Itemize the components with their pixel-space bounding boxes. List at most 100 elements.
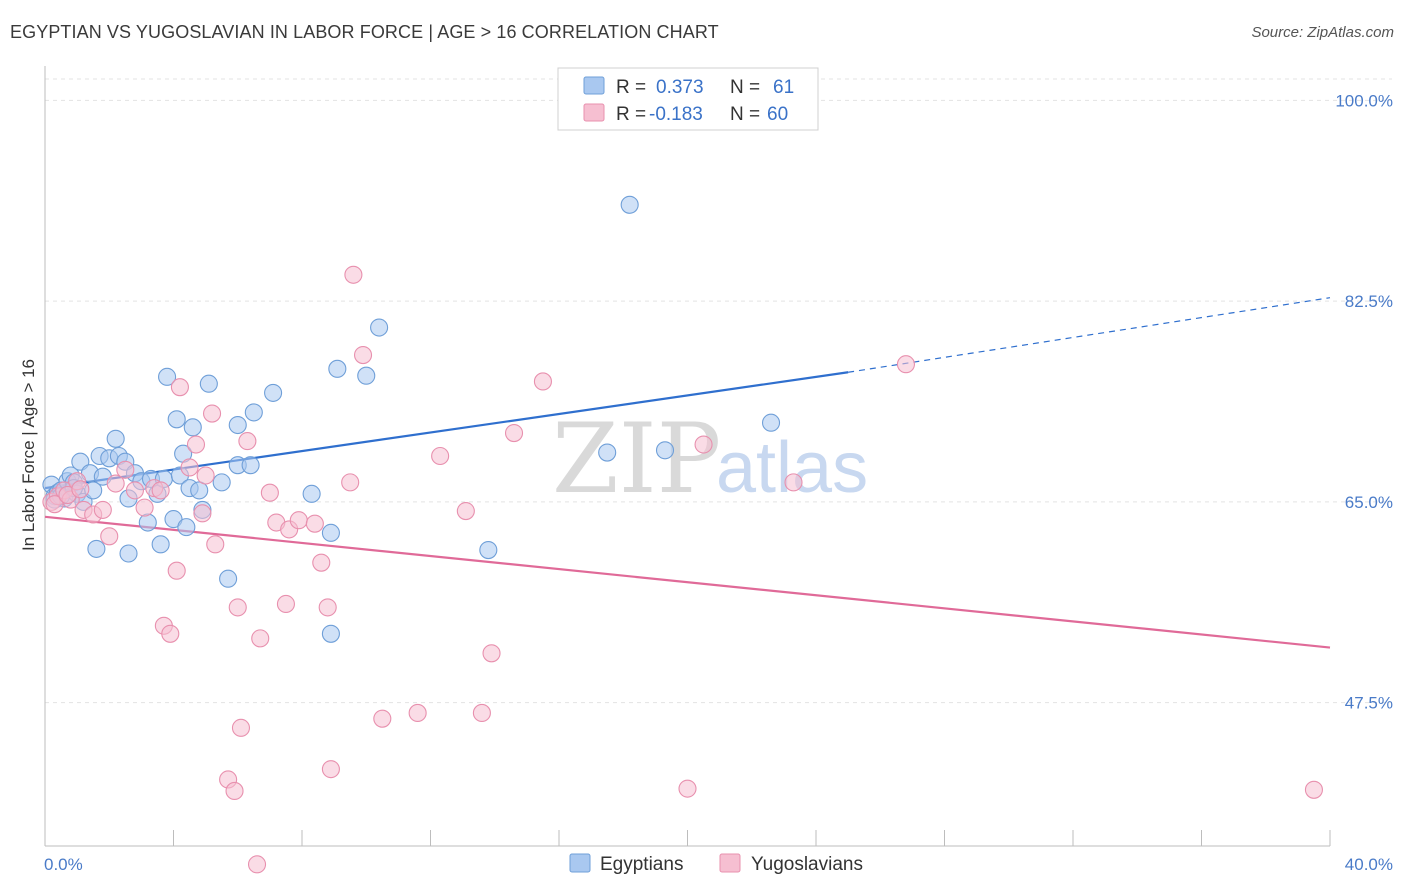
axes <box>44 66 1331 847</box>
bottom-legend-label: Yugoslavians <box>751 854 863 875</box>
x-tick-labels: 0.0% 40.0% <box>44 855 1393 874</box>
point-egyptians <box>321 624 340 643</box>
point-yugoslavians <box>318 598 337 617</box>
point-egyptians <box>138 513 157 532</box>
legend-swatch-egyptians <box>583 76 605 95</box>
point-egyptians <box>302 484 321 503</box>
point-egyptians <box>183 418 202 437</box>
point-yugoslavians <box>100 527 119 546</box>
point-egyptians <box>119 544 138 563</box>
point-yugoslavians <box>321 760 340 779</box>
watermark-zip: ZIP <box>552 403 721 515</box>
bottom-legend-swatch-yugoslavians <box>719 853 741 873</box>
point-yugoslavians <box>784 473 803 492</box>
point-yugoslavians <box>228 598 247 617</box>
point-egyptians <box>167 410 186 429</box>
y-tick-label: 100.0% <box>1335 91 1393 110</box>
point-yugoslavians <box>71 480 90 499</box>
point-egyptians <box>177 518 196 537</box>
point-yugoslavians <box>251 629 270 648</box>
point-yugoslavians <box>678 779 697 798</box>
legend-r-label: R = <box>616 77 646 98</box>
point-yugoslavians <box>533 372 552 391</box>
trend-line-egyptians-projection <box>848 297 1331 373</box>
point-egyptians <box>106 429 125 448</box>
point-yugoslavians <box>276 594 295 614</box>
point-egyptians <box>655 441 675 460</box>
point-egyptians <box>151 535 170 554</box>
point-yugoslavians <box>247 855 267 874</box>
point-yugoslavians <box>373 709 392 728</box>
data-points <box>42 195 1323 874</box>
point-yugoslavians <box>193 504 212 523</box>
y-tick-label: 65.0% <box>1345 493 1393 512</box>
series-legend: Egyptians Yugoslavians <box>569 853 863 875</box>
point-yugoslavians <box>125 481 144 500</box>
point-yugoslavians <box>238 432 257 451</box>
point-egyptians <box>264 383 283 402</box>
point-yugoslavians <box>231 718 251 737</box>
legend-r-label: R = <box>616 104 646 125</box>
point-egyptians <box>244 403 263 422</box>
point-yugoslavians <box>151 481 170 500</box>
legend-n-label: N = <box>730 77 760 98</box>
point-egyptians <box>598 443 617 462</box>
point-egyptians <box>158 367 177 386</box>
legend-r-value: 0.373 <box>656 77 704 98</box>
point-yugoslavians <box>186 435 206 454</box>
point-egyptians <box>199 374 218 393</box>
point-yugoslavians <box>106 474 125 493</box>
chart-title: EGYPTIAN VS YUGOSLAVIAN IN LABOR FORCE |… <box>10 22 719 42</box>
point-yugoslavians <box>353 346 373 365</box>
point-egyptians <box>370 318 389 337</box>
bottom-legend-swatch-egyptians <box>569 853 591 873</box>
point-yugoslavians <box>456 502 475 521</box>
y-axis-label: In Labor Force | Age > 16 <box>19 359 38 551</box>
point-yugoslavians <box>161 624 180 643</box>
point-egyptians <box>328 359 347 378</box>
point-yugoslavians <box>896 355 916 374</box>
x-tick-label: 0.0% <box>44 855 83 874</box>
point-yugoslavians <box>482 644 501 663</box>
watermark-atlas: atlas <box>716 428 868 508</box>
point-yugoslavians <box>45 495 64 514</box>
y-tick-label: 82.5% <box>1345 292 1393 311</box>
point-yugoslavians <box>408 703 427 722</box>
point-egyptians <box>219 569 238 588</box>
point-yugoslavians <box>203 404 222 423</box>
point-yugoslavians <box>341 473 360 492</box>
point-egyptians <box>190 481 209 500</box>
y-tick-labels: 47.5% 65.0% 82.5% 100.0% <box>1335 91 1393 712</box>
point-yugoslavians <box>196 466 215 485</box>
point-yugoslavians <box>93 500 112 519</box>
point-yugoslavians <box>694 435 713 454</box>
y-tick-label: 47.5% <box>1345 694 1393 713</box>
point-egyptians <box>164 510 183 529</box>
point-egyptians <box>212 473 231 492</box>
point-yugoslavians <box>225 781 244 800</box>
point-egyptians <box>620 195 639 214</box>
point-egyptians <box>87 539 106 558</box>
point-yugoslavians <box>504 424 524 443</box>
point-yugoslavians <box>206 535 225 554</box>
point-yugoslavians <box>1304 780 1323 799</box>
point-yugoslavians <box>312 553 331 572</box>
legend-n-value: 60 <box>767 104 788 125</box>
legend-swatch-yugoslavians <box>583 103 605 122</box>
point-yugoslavians <box>260 483 279 502</box>
watermark: ZIP atlas <box>552 403 868 515</box>
source-label: Source: ZipAtlas.com <box>1251 24 1394 41</box>
point-yugoslavians <box>305 514 324 533</box>
point-egyptians <box>761 413 781 432</box>
legend-n-value: 61 <box>773 77 794 98</box>
point-egyptians <box>479 541 498 560</box>
point-yugoslavians <box>116 460 135 479</box>
bottom-legend-label: Egyptians <box>600 854 683 875</box>
point-yugoslavians <box>289 511 308 530</box>
x-tick-label: 40.0% <box>1345 855 1393 874</box>
point-yugoslavians <box>167 561 186 580</box>
trend-line-yugoslavians <box>44 515 1331 649</box>
point-yugoslavians <box>472 703 491 722</box>
correlation-legend: R = 0.373 N = 61 R = -0.183 N = 60 <box>557 67 819 131</box>
point-egyptians <box>228 415 247 435</box>
